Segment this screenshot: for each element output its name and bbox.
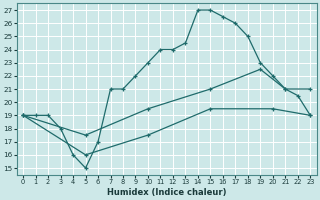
X-axis label: Humidex (Indice chaleur): Humidex (Indice chaleur) [107,188,227,197]
